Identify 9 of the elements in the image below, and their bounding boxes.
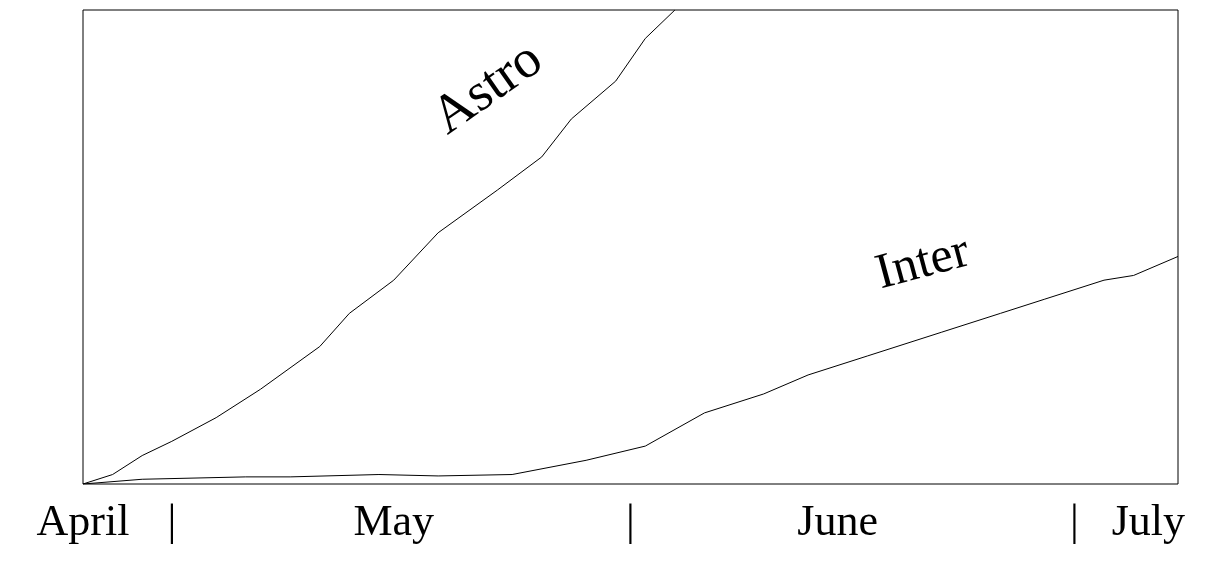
x-tick-label: May <box>353 495 435 545</box>
text: Astro <box>419 27 553 146</box>
x-tick-label: April <box>36 495 130 545</box>
x-tick-label: | <box>1070 495 1079 545</box>
x-tick-label: June <box>797 495 878 545</box>
x-tick-label: July <box>1111 495 1186 545</box>
text: Inter <box>869 220 975 300</box>
x-tick-label: | <box>167 495 177 545</box>
x-tick-label: | <box>626 495 635 545</box>
